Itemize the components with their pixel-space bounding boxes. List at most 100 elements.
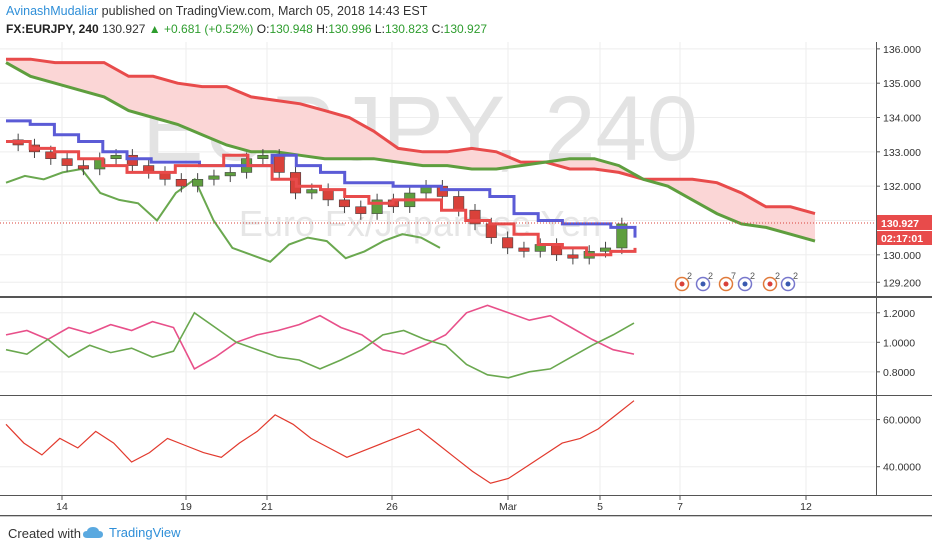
candle-body (551, 244, 563, 256)
candle-body (567, 254, 579, 259)
time-axis-label: Mar (499, 501, 518, 513)
candle-body (126, 154, 138, 166)
time-axis-label: 12 (800, 501, 812, 513)
candle-body (322, 189, 334, 201)
candle-body (485, 223, 497, 238)
candle-body (175, 178, 187, 187)
event-marker: 7 (718, 271, 736, 292)
oscillator-axis-label: 1.0000 (883, 337, 915, 349)
publish-info: AvinashMudaliar published on TradingView… (6, 4, 427, 18)
event-marker: 2 (695, 271, 713, 292)
candle-body (45, 151, 57, 160)
candle-body (453, 196, 465, 211)
candle-body (306, 189, 318, 194)
last-price: 130.927 (102, 22, 146, 36)
event-marker-dot (767, 281, 773, 287)
candle-body (338, 199, 350, 208)
candle-body (371, 199, 383, 214)
close-value: 130.927 (443, 22, 488, 36)
event-marker: 2 (737, 271, 755, 292)
open-label: O: (256, 22, 270, 36)
oscillator-pink-line (5, 304, 635, 371)
candle-body (208, 175, 220, 180)
event-marker-count: 2 (750, 271, 755, 281)
time-axis-label: 26 (386, 501, 398, 513)
candle-body (616, 223, 628, 249)
candle-body (192, 178, 204, 187)
event-marker-count: 7 (731, 271, 736, 281)
event-marker-dot (785, 281, 791, 287)
high-value: 130.996 (328, 22, 372, 36)
event-marker-dot (700, 281, 706, 287)
base-line (6, 140, 637, 257)
last-price-tag (877, 214, 932, 230)
oscillator-green-line (5, 311, 635, 379)
candle-body (224, 172, 236, 177)
cloud-upper-line (6, 57, 816, 216)
event-marker-count: 2 (793, 271, 798, 281)
up-arrow-icon: ▲ (148, 22, 161, 36)
price-axis-label: 134.000 (883, 113, 921, 125)
candle-body (257, 154, 269, 160)
event-marker-dot (679, 281, 685, 287)
candle-body (110, 154, 122, 160)
tradingview-link[interactable]: TradingView (82, 525, 181, 540)
oscillator-axis-label: 1.2000 (883, 308, 915, 320)
cloud-lower-line (5, 61, 816, 243)
rsi-axis-label: 60.0000 (883, 415, 921, 427)
open-value: 130.948 (269, 22, 313, 36)
time-axis-label: 21 (261, 501, 273, 513)
time-axis-label: 14 (56, 501, 68, 513)
price-axis-label: 132.000 (883, 181, 921, 193)
candle-body (600, 247, 612, 252)
low-value: 130.823 (384, 22, 429, 36)
header: AvinashMudaliar published on TradingView… (0, 0, 932, 42)
price-axis-label: 133.000 (883, 147, 921, 159)
event-marker-count: 2 (687, 271, 692, 281)
candle-body (273, 154, 285, 173)
time-axis-label: 7 (677, 501, 683, 513)
rsi-line (5, 400, 635, 484)
created-with-text: Created with (8, 526, 81, 541)
candle-body (355, 206, 367, 214)
author-link[interactable]: AvinashMudaliar (6, 4, 99, 18)
countdown-tag-text: 02:17:01 (881, 233, 923, 245)
conversion-line (6, 119, 637, 238)
symbol-info: FX:EURJPY, 240 130.927 ▲ +0.681 (+0.52%)… (6, 22, 487, 36)
candle-body (469, 209, 481, 225)
time-axis-label: 19 (180, 501, 192, 513)
oscillator-axis-label: 0.8000 (883, 367, 915, 379)
symbol-name[interactable]: FX:EURJPY, 240 (6, 22, 99, 36)
last-price-tag-text: 130.927 (881, 218, 919, 230)
rsi-axis-label: 40.0000 (883, 462, 921, 474)
event-marker: 2 (674, 271, 692, 292)
candle-body (77, 165, 89, 170)
event-marker-count: 2 (708, 271, 713, 281)
countdown-tag (877, 230, 932, 245)
candle-body (502, 237, 514, 249)
event-marker-dot (723, 281, 729, 287)
lagging-line (5, 167, 441, 263)
pane-3-background (0, 396, 875, 495)
published-text: published on TradingView.com, March 05, … (101, 4, 428, 18)
candle-body (61, 158, 73, 166)
footer: Created with TradingView (0, 516, 932, 551)
price-axis-label: 136.000 (883, 44, 921, 56)
time-axis-label: 5 (597, 501, 603, 513)
pane-2-background (0, 298, 875, 394)
brand-label: TradingView (109, 525, 181, 540)
high-label: H: (316, 22, 329, 36)
event-marker: 2 (780, 271, 798, 292)
time-axis-background (0, 496, 932, 516)
price-axis-label: 130.000 (883, 250, 921, 262)
event-marker-count: 2 (775, 271, 780, 281)
close-label: C: (431, 22, 444, 36)
tradingview-cloud-icon (83, 526, 103, 538)
low-label: L: (374, 22, 385, 36)
event-marker: 2 (762, 271, 780, 292)
event-marker-dot (742, 281, 748, 287)
price-axis-label: 135.000 (883, 78, 921, 90)
price-axis-label: 129.200 (883, 277, 921, 289)
price-change: +0.681 (+0.52%) (164, 22, 254, 36)
